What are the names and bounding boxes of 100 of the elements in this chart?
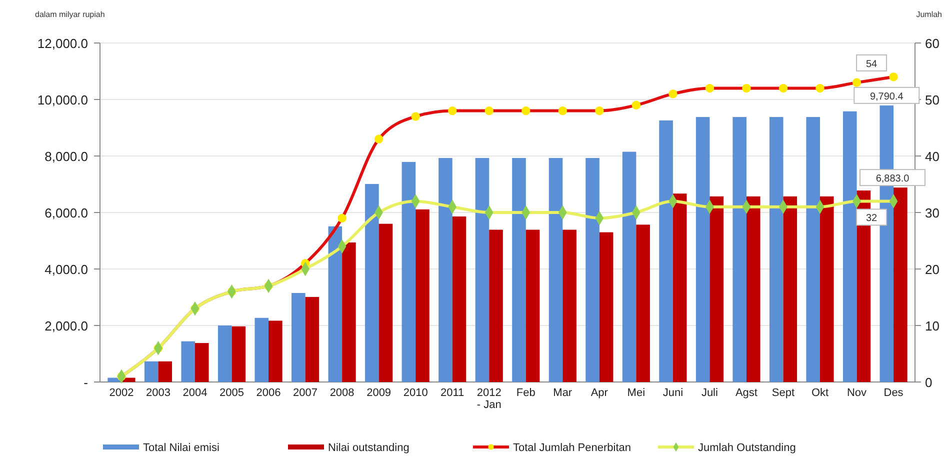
x-tick-label: Juni [662,387,684,399]
x-tick-label: 2005 [220,387,244,399]
point [889,72,898,82]
bar [746,196,760,382]
data-label: 32 [866,213,878,224]
bar [562,230,576,382]
bar [636,224,650,382]
y2-tick-label: 60 [925,36,940,51]
x-tick-label: Apr [590,387,608,399]
y-tick-label: 8,000.0 [44,149,88,164]
x-tick-label: 2003 [146,387,170,399]
legend-label: Total Nilai emisi [143,442,220,454]
bar [181,341,195,382]
x-tick-label: 2002 [109,387,134,399]
point [595,106,604,116]
bar [254,318,269,382]
data-label: 54 [866,58,878,70]
y-tick-label: 12,000.0 [37,36,88,51]
bar [512,158,526,382]
y-tick-label: - [84,375,88,390]
y2-tick-label: 0 [925,375,932,390]
y2-axis-title: Jumlah [916,10,942,19]
bar [218,326,232,382]
x-tick-label: Juli [701,387,718,399]
point [742,84,751,93]
y-tick-label: 2,000.0 [44,318,88,334]
x-tick-label: Okt [811,387,829,399]
x-tick-label: Mei [627,387,646,399]
bar [586,158,600,382]
point [816,84,824,93]
legend-label: Total Jumlah Penerbitan [513,442,632,454]
bar [710,196,724,382]
x-tick-label: 2012 - Jan [476,387,502,411]
bar [475,158,490,382]
x-tick-label: Mar [553,387,572,399]
y2-tick-label: 20 [925,262,940,277]
bar [365,184,379,382]
bar [672,194,687,382]
y2-tick-label: 50 [925,92,940,108]
point [632,100,641,110]
x-tick-label: 2006 [256,387,281,399]
bar [402,162,416,382]
legend-label: Jumlah Outstanding [698,442,796,454]
bar [659,120,673,382]
x-tick-label: Nov [846,387,868,399]
x-tick-label: 2004 [182,387,208,399]
point [411,112,420,121]
y-tick-label: 6,000.0 [44,206,88,220]
bar [820,196,834,382]
y2-tick-label: 10 [925,318,940,334]
bar [194,343,209,382]
x-tick-label: 2008 [330,387,354,399]
bar [894,188,908,382]
y-tick-label: 4,000.0 [44,262,88,277]
x-tick-label: 2010 [403,387,428,399]
data-label: 9,790.4 [870,91,904,102]
bar [452,216,466,382]
data-label: 6,883.0 [876,174,910,185]
bar [769,117,784,382]
x-tick-label: Feb [516,387,536,399]
bar [438,158,452,382]
y-tick-label: 10,000.0 [37,92,88,108]
bar [305,296,320,382]
y2-tick-label: 40 [925,149,940,164]
x-tick-label: 2009 [366,387,392,399]
point [448,106,457,116]
bar [806,117,820,382]
point [705,84,714,93]
bar [696,117,710,382]
x-tick-label: Sept [772,387,795,399]
x-tick-label: 2011 [440,387,464,399]
legend-label: Nilai outstanding [328,442,410,454]
point [558,106,568,116]
bar [342,242,356,382]
bar [268,320,282,382]
bar [599,232,614,382]
bar [548,158,563,382]
bar [378,224,393,382]
point [338,214,346,223]
point [374,134,384,144]
y2-tick-label: 30 [925,206,940,220]
x-tick-label: Agst [735,387,758,399]
bar [622,152,636,382]
x-tick-label: 2007 [293,387,318,399]
point [852,78,862,87]
bar [842,111,857,382]
bar [232,326,246,382]
point [484,106,494,116]
bar [292,293,306,382]
bar [144,361,158,382]
y-axis-title: dalam milyar rupiah [35,10,105,19]
bar [158,361,172,382]
bar [416,209,430,382]
bar [526,230,540,382]
bar [732,117,746,382]
bar [489,230,503,382]
x-tick-label: Des [884,387,904,399]
bar [328,226,342,382]
bar [783,196,798,382]
point [778,84,788,93]
